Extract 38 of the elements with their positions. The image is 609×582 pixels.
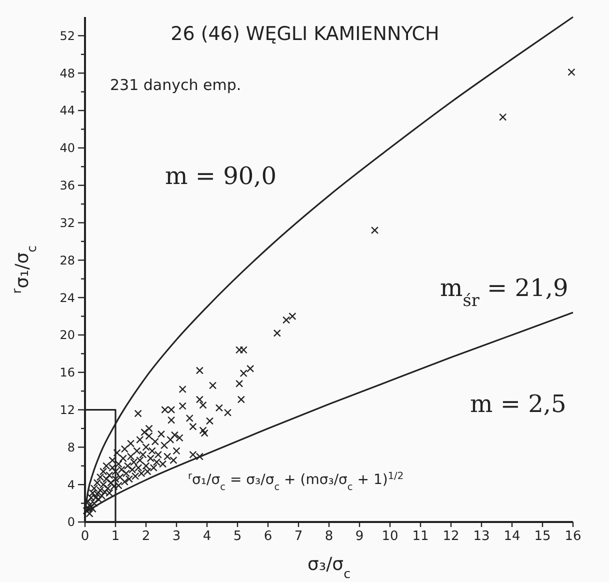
x-tick-label: 7 [294, 529, 303, 544]
y-tick-label: 12 [60, 402, 75, 417]
x-tick-label: 4 [202, 529, 212, 544]
y-tick-label: 24 [60, 290, 75, 305]
y-tick-label: 20 [60, 328, 75, 342]
x-tick-label: 11 [412, 529, 429, 544]
x-tick-label: 15 [534, 529, 551, 544]
annotation: m = 90,0 [165, 162, 277, 190]
y-tick-label: 16 [60, 366, 75, 380]
x-tick-label: 16 [564, 529, 582, 544]
text: $^{r}$σ₁/σ$_{c}$ = σ₃/σ$_{c}$ + (mσ₃/σ$_{c}$ + 1)$^{1/2}$ [188, 470, 404, 492]
x-tick-label: 10 [382, 529, 398, 544]
chart-title: 26 (46) WĘGLI KAMIENNYCH [170, 23, 440, 45]
x-tick-label: 5 [233, 529, 242, 544]
y-tick-label: 40 [60, 141, 75, 156]
x-tick-label: 14 [504, 529, 520, 544]
y-tick-label: 4 [67, 478, 75, 492]
annotation: m = 2,5 [470, 390, 566, 418]
x-axis-title: σ₃/σ$_{c}$ [307, 554, 351, 580]
x-tick-label: 12 [442, 529, 460, 544]
y-tick-label: 8 [67, 440, 75, 454]
y-tick-label: 0 [67, 515, 75, 530]
annotation: m$_{śr}$ = 21,9 [440, 274, 568, 310]
y-tick-label: 44 [60, 104, 75, 118]
y-tick-label: 52 [60, 28, 75, 43]
annotation: 231 danych emp. [110, 76, 242, 94]
x-tick-label: 1 [111, 529, 120, 544]
x-tick-label: 13 [473, 529, 490, 544]
x-tick-label: 0 [80, 529, 90, 544]
x-tick-label: 9 [355, 529, 364, 544]
x-tick-label: 2 [142, 529, 150, 544]
y-tick-label: 48 [60, 66, 75, 80]
x-tick-label: 3 [172, 529, 181, 544]
y-tick-label: 36 [60, 178, 75, 193]
y-tick-label: 32 [60, 216, 75, 230]
x-tick-label: 6 [264, 529, 272, 544]
y-tick-label: 28 [60, 253, 75, 268]
x-tick-label: 8 [324, 529, 334, 544]
